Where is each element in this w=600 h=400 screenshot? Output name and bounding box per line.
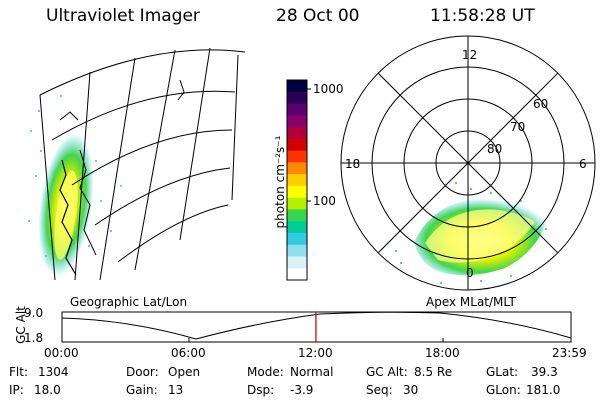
colorbar-swatch [287,232,307,246]
mlat-label-80: 80 [487,142,503,156]
mlt-label-0: 0 [466,266,474,280]
time-label: 11:58:28 UT [430,6,535,26]
colorbar-unit-label: photon cm⁻²s⁻¹ [273,135,287,229]
mode-label: Mode: [247,365,284,379]
gcalt-value: 8.5 Re [414,365,453,379]
seq-label: Seq: [366,383,393,397]
mlt-label-6: 6 [579,157,587,171]
colorbar-swatch [287,127,307,140]
polar-panel-label: Apex MLat/MLT [426,295,516,309]
mlat-label-70: 70 [510,120,526,134]
gain-label: Gain: [126,383,158,397]
glat-value: 39.3 [531,365,558,379]
instrument-title: Ultraviolet Imager [46,6,200,26]
flt-label: Flt: [9,365,28,379]
glon-label: GLon: [486,383,521,397]
glon-value: 181.0 [526,383,561,397]
orbit-timeline [61,311,572,343]
geographic-panel-label: Geographic Lat/Lon [70,295,188,309]
mlt-label-18: 18 [345,157,361,171]
colorbar-tick-1000: 1000 [313,82,344,96]
dsp-value: -3.9 [290,383,314,397]
ip-label: IP: [9,383,24,397]
ip-value: 18.0 [34,383,61,397]
door-value: Open [168,365,201,379]
mlt-label-12: 12 [462,48,478,62]
flt-value: 1304 [38,365,69,379]
colorbar-swatch [287,221,307,234]
colorbar-swatch [287,185,307,199]
timeline-y-top: 9.0 [24,306,44,320]
polar-plot [340,35,596,291]
timeline-x-1200: 12:00 [298,346,333,360]
aurora-speckle-geo [28,95,122,257]
gain-value: 13 [168,383,184,397]
colorbar-swatch [287,197,307,210]
colorbar-swatch [287,150,307,163]
colorbar-swatch [287,256,307,269]
colorbar-swatch [287,174,307,187]
glat-label: GLat: [486,365,519,379]
aurora-speckle-polar [395,182,547,284]
timeline-x-1800: 18:00 [425,346,460,360]
colorbar-swatch [287,138,307,152]
colorbar-swatch [287,244,307,257]
seq-value: 30 [403,383,419,397]
date-label: 28 Oct 00 [276,6,360,26]
aurora-core-geo [54,170,78,260]
timeline-x-0000: 00:00 [44,346,79,360]
colorbar-swatch [287,115,307,128]
gcalt-label: GC Alt: [366,365,408,379]
colorbar-swatch [287,80,307,93]
colorbar-swatch [287,103,307,116]
mlat-label-60: 60 [533,97,549,111]
colorbar-swatch [287,162,307,175]
dsp-label: Dsp: [247,383,275,397]
colorbar-swatch [287,91,307,105]
aurora-core-polar [425,209,535,263]
colorbar [286,79,311,281]
colorbar-swatch [287,268,307,281]
colorbar-tick-100: 100 [313,194,336,208]
timeline-x-0600: 06:00 [171,346,206,360]
timeline-y-bottom: 1.8 [24,331,44,345]
geographic-map [28,47,246,281]
door-label: Door: [126,365,159,379]
colorbar-swatch [287,209,307,222]
timeline-x-2359: 23:59 [552,346,587,360]
mode-value: Normal [290,365,334,379]
